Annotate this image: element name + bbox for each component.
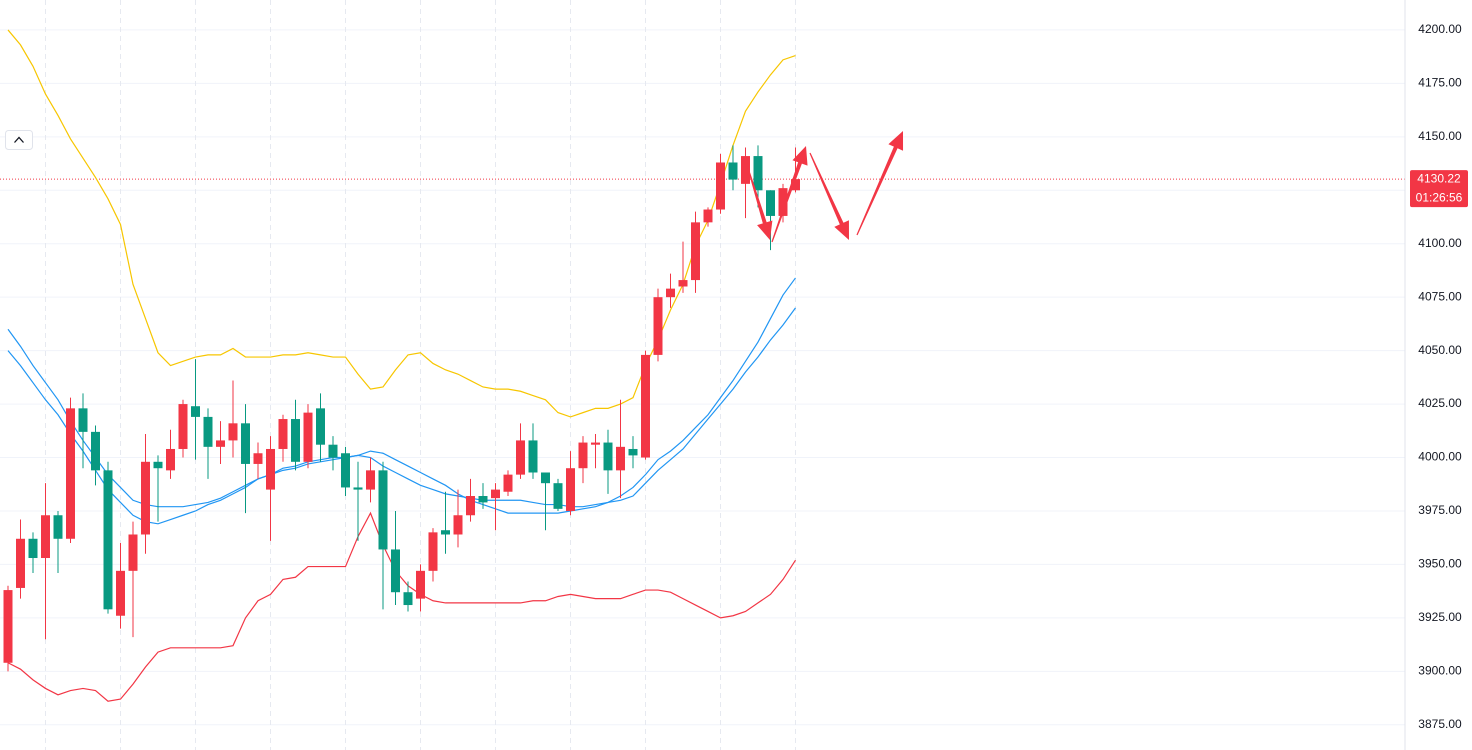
candle-body [28,538,38,559]
candle-body [353,487,363,490]
candle-body [141,461,150,535]
countdown-label: 01:26:56 [1416,190,1463,204]
candle-body [428,532,438,571]
candle-body [453,515,463,535]
candle-body [403,592,413,606]
candle-body [166,448,175,471]
candle-body [266,448,275,490]
candle-body [703,209,713,223]
candle-body [341,453,350,488]
candle-body [66,408,75,539]
candle-body [516,440,525,475]
candle-body [478,496,488,503]
candle-body [553,483,563,509]
candle-body [578,442,588,469]
candle-body [278,419,288,449]
candle-body [791,179,800,191]
candle-body [753,156,763,191]
candle-body [778,188,788,216]
candle-body [316,408,325,445]
candle-body [228,423,238,441]
candle-body [716,162,725,210]
candle-body [78,408,88,432]
candle-body [203,416,213,447]
candle-body [116,570,125,616]
last-price-label: 4130.22 [1417,171,1461,185]
candle-body [303,412,313,462]
candle-body [3,590,13,663]
candles [3,145,800,672]
candle-body [366,470,375,490]
candle-body [416,570,425,599]
indicator-line [7,277,796,514]
candle-body [16,538,25,588]
indicator-lines [7,29,797,702]
y-tick-label: 4200.00 [1418,22,1462,36]
candle-body [53,515,63,539]
annotation-arrows [747,131,904,243]
candle-body [391,549,400,593]
arrow [809,152,849,240]
grid [0,0,1405,750]
y-tick-label: 3975.00 [1418,503,1462,517]
y-tick-label: 4000.00 [1418,450,1462,464]
indicator-line [7,29,796,418]
y-tick-label: 4175.00 [1418,76,1462,90]
candle-body [128,534,138,571]
arrow [856,131,904,236]
candle-body [466,496,475,516]
y-tick-label: 4050.00 [1418,343,1462,357]
candle-body [628,448,638,456]
price-axis: 3875.00 3900.00 3925.00 3950.00 3975.00 4000.… [1410,22,1468,731]
y-tick-label: 4100.00 [1418,236,1462,250]
indicator-line [7,307,796,525]
candle-body [378,470,388,550]
candle-body [103,470,113,610]
candle-body [603,442,613,471]
candle-body [153,461,163,469]
candle-body [291,419,300,462]
candle-body [216,440,225,447]
candle-body [241,423,250,464]
candle-body [41,515,50,559]
candle-body [191,406,200,417]
collapse-button[interactable] [5,130,33,150]
indicator-line [7,511,797,702]
candle-body [253,453,263,464]
collapse-chevron[interactable] [14,136,24,143]
candle-body [178,404,188,449]
collapse-button-frame[interactable] [5,130,33,150]
candle-body [503,474,513,492]
candle-body [541,472,550,484]
candle-body [591,442,600,445]
candle-body [691,222,700,281]
y-tick-label: 4150.00 [1418,129,1462,143]
candle-body [653,297,663,355]
arrow [747,167,773,240]
last-price-box [1410,170,1468,208]
y-tick-label: 3900.00 [1418,663,1462,677]
y-tick-label: 4025.00 [1418,396,1462,410]
arrow [771,146,808,243]
candle-body [728,162,738,180]
candle-body [616,446,625,471]
candle-body [528,440,538,473]
candle-body [741,156,750,184]
y-tick-label: 3925.00 [1418,610,1462,624]
y-tick-label: 3950.00 [1418,557,1462,571]
candle-body [666,288,675,298]
candle-body [566,468,575,511]
y-tick-label: 3875.00 [1418,717,1462,731]
candle-body [91,431,100,471]
candle-body [491,489,500,499]
candle-body [766,190,775,216]
candle-body [678,280,688,287]
y-tick-label: 4075.00 [1418,289,1462,303]
candle-body [328,444,338,458]
candle-body [641,354,650,458]
candle-body [441,530,450,535]
